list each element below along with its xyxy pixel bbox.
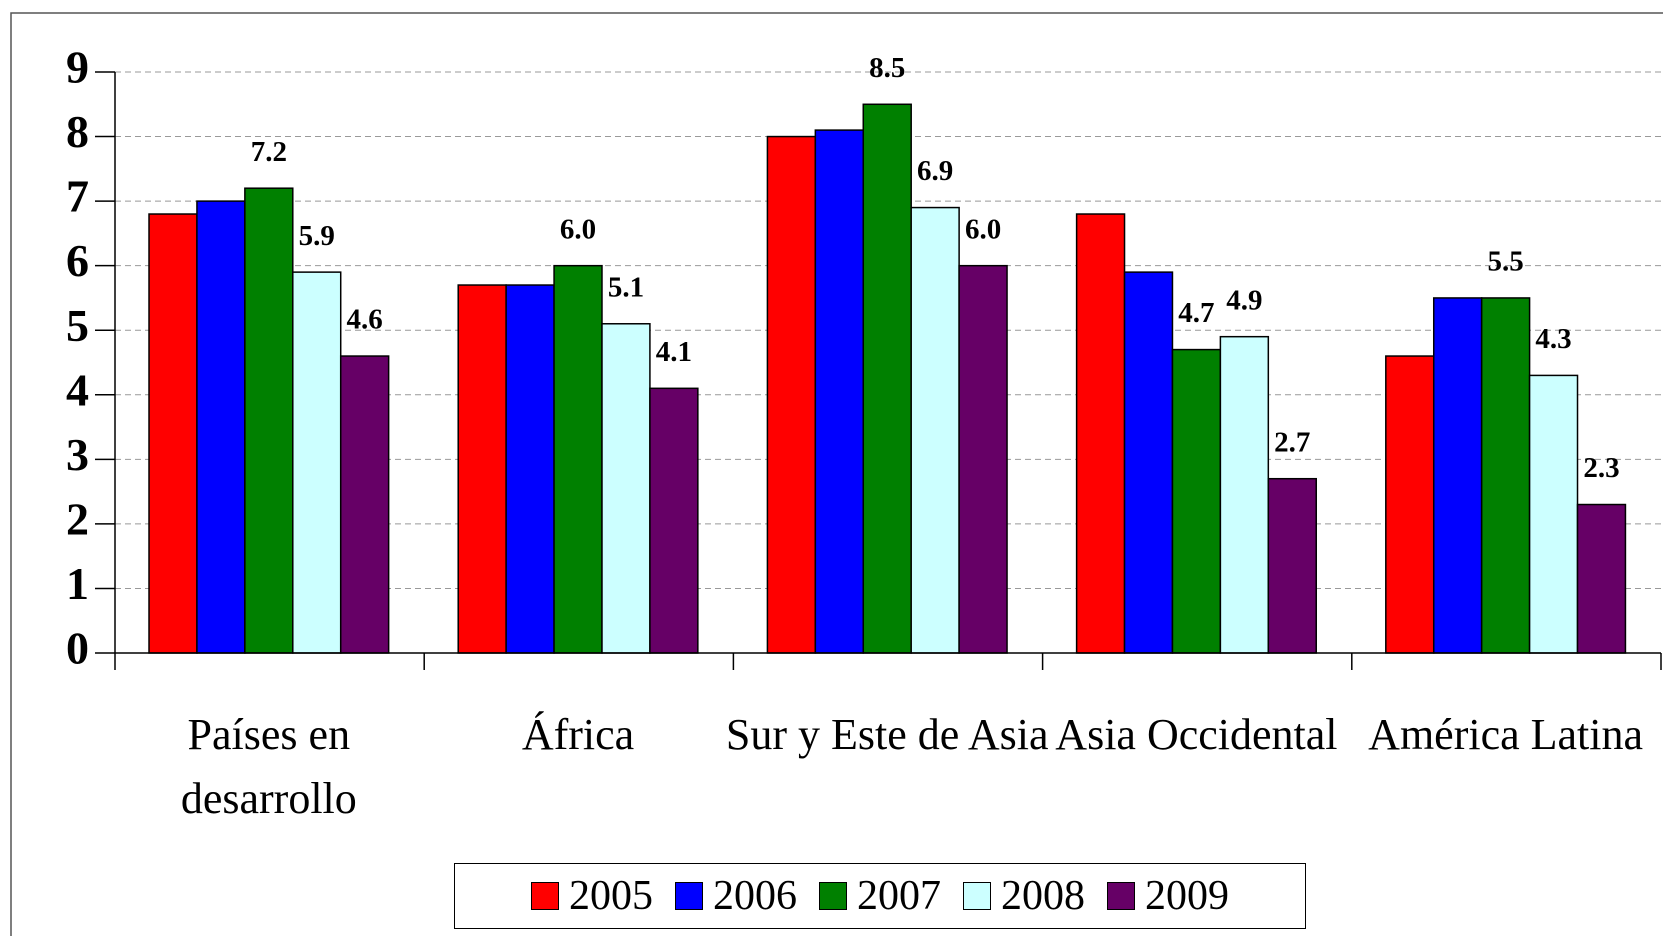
legend-swatch [675, 882, 703, 910]
bar [1528, 374, 1579, 654]
value-label: 2.7 [1274, 426, 1310, 458]
value-label: 8.5 [869, 52, 905, 84]
bar [1171, 348, 1222, 654]
frame [10, 12, 1663, 936]
bar [766, 135, 817, 654]
y-tick-label: 5 [66, 300, 89, 351]
value-label: 6.9 [917, 155, 953, 187]
y-tick-label: 2 [66, 493, 89, 544]
x-tick-label: Asia Occidental [1055, 710, 1338, 759]
bar [862, 103, 912, 654]
y-tick-label: 4 [66, 364, 89, 415]
x-tick-label: América Latina [1368, 710, 1644, 759]
y-tick-label: 9 [66, 42, 89, 93]
bar [958, 264, 1008, 654]
bar [553, 264, 603, 654]
y-tick-label: 6 [66, 235, 89, 286]
value-label: 5.1 [608, 271, 644, 303]
legend-swatch [531, 882, 559, 910]
bar [1123, 271, 1174, 654]
bar [457, 284, 507, 654]
y-tick-label: 1 [66, 558, 89, 609]
legend-label: 2009 [1145, 873, 1229, 919]
value-label: 6.0 [965, 213, 1001, 245]
legend-item: 2007 [819, 872, 941, 920]
legend-label: 2005 [569, 873, 653, 919]
legend-item: 2005 [531, 872, 653, 920]
legend: 2005 2006 2007 2008 2009 [454, 863, 1306, 929]
bar [649, 387, 699, 654]
x-tick-label: Países en desarrollo [180, 710, 357, 823]
bar [1267, 477, 1317, 654]
legend-label: 2006 [713, 873, 797, 919]
bar [1576, 503, 1627, 654]
y-tick-label: 3 [66, 429, 89, 480]
bar [1075, 213, 1126, 654]
y-tick-label: 8 [66, 106, 89, 157]
x-tick-label: África [521, 710, 635, 759]
bar [1480, 297, 1531, 654]
value-label: 6.0 [560, 213, 596, 245]
value-label: 4.6 [347, 304, 383, 336]
value-label: 5.5 [1488, 246, 1524, 278]
legend-label: 2007 [857, 873, 941, 919]
bar [1385, 355, 1435, 654]
bar [505, 284, 555, 654]
value-label: 4.3 [1535, 323, 1571, 355]
y-tick-label: 7 [66, 171, 89, 222]
value-label: 4.7 [1178, 297, 1214, 329]
x-tick-label: Sur y Este de Asia [725, 710, 1049, 759]
legend-swatch [1107, 882, 1135, 910]
value-label: 7.2 [251, 136, 287, 168]
bar [601, 323, 651, 654]
legend-item: 2008 [963, 872, 1085, 920]
bar [339, 355, 390, 654]
value-label: 4.9 [1226, 284, 1262, 316]
legend-item: 2009 [1107, 872, 1229, 920]
bar [196, 200, 246, 654]
bar [1432, 297, 1483, 654]
value-label: 5.9 [299, 220, 335, 252]
bar [1219, 335, 1270, 654]
legend-swatch [963, 882, 991, 910]
value-label: 2.3 [1583, 452, 1619, 484]
y-tick-label: 0 [66, 623, 89, 674]
bar [148, 213, 198, 654]
legend-swatch [819, 882, 847, 910]
value-label: 4.1 [656, 336, 692, 368]
bar [292, 271, 342, 654]
legend-item: 2006 [675, 872, 797, 920]
bar [910, 206, 960, 654]
legend-label: 2008 [1001, 873, 1085, 919]
bar [244, 187, 294, 654]
bar [814, 129, 865, 654]
